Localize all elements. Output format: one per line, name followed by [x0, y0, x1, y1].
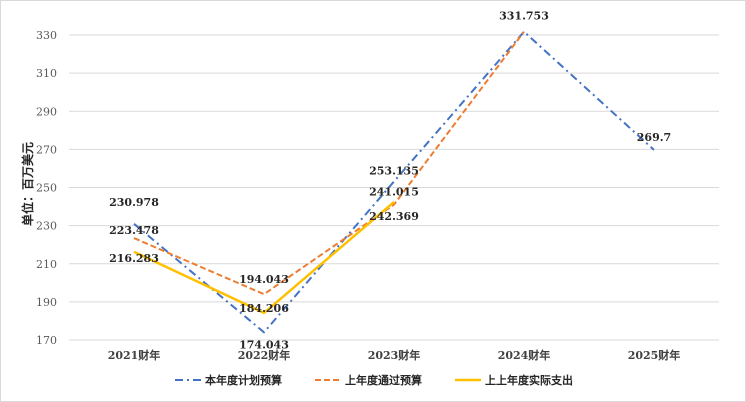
- x-axis-ticks: 2021财年 2022财年 2023财年 2024财年 2025财年: [108, 348, 681, 362]
- data-labels: 230.978 174.043 253.135 331.753 269.7 223.478…: [109, 10, 671, 352]
- legend-label-1: 本年度计划预算: [205, 373, 282, 387]
- y-tick-label: 210: [36, 258, 57, 271]
- legend-label-3: 上上年度实际支出: [485, 373, 573, 387]
- y-tick-label: 170: [36, 334, 57, 347]
- data-label: 194.043: [239, 273, 289, 286]
- x-tick-label: 2024财年: [498, 348, 551, 362]
- y-tick-label: 250: [36, 182, 57, 195]
- y-axis-label: 单位：百万美元: [20, 142, 35, 226]
- series-line-3: [133, 201, 395, 315]
- y-axis-ticks: 170 190 210 230 250 270 290 310 330: [36, 29, 57, 347]
- y-tick-label: 290: [36, 105, 57, 118]
- y-tick-label: 310: [36, 67, 57, 80]
- x-tick-label: 2025财年: [628, 348, 681, 362]
- data-label: 253.135: [369, 165, 419, 178]
- data-label: 241.015: [369, 186, 419, 199]
- legend: 本年度计划预算 上年度通过预算 上上年度实际支出: [175, 373, 573, 387]
- y-tick-label: 330: [36, 29, 57, 42]
- y-tick-label: 230: [36, 220, 57, 233]
- legend-label-2: 上年度通过预算: [345, 373, 422, 387]
- data-label: 269.7: [637, 131, 671, 144]
- series-line-2: [133, 31, 525, 296]
- data-label: 216.283: [109, 252, 159, 265]
- y-tick-label: 270: [36, 143, 57, 156]
- series-lines: [133, 30, 655, 334]
- series-line-1: [133, 30, 655, 334]
- data-label: 184.206: [239, 302, 289, 315]
- data-label: 230.978: [109, 196, 159, 209]
- data-label: 174.043: [239, 338, 289, 351]
- data-label: 331.753: [499, 10, 549, 23]
- x-tick-label: 2023财年: [368, 348, 421, 362]
- data-label: 223.478: [109, 224, 159, 237]
- gridlines: [69, 34, 719, 341]
- data-label: 242.369: [369, 210, 419, 223]
- x-tick-label: 2021财年: [108, 348, 161, 362]
- x-tick-label: 2022财年: [238, 348, 291, 362]
- y-tick-label: 190: [36, 296, 57, 309]
